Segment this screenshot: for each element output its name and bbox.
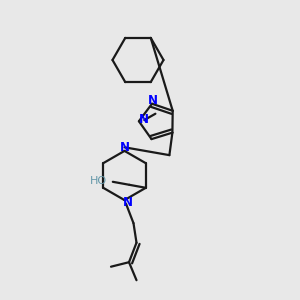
- Text: N: N: [123, 196, 133, 209]
- Text: N: N: [119, 141, 130, 154]
- Text: N: N: [148, 94, 158, 106]
- Text: N: N: [139, 113, 149, 126]
- Text: HO: HO: [90, 176, 107, 186]
